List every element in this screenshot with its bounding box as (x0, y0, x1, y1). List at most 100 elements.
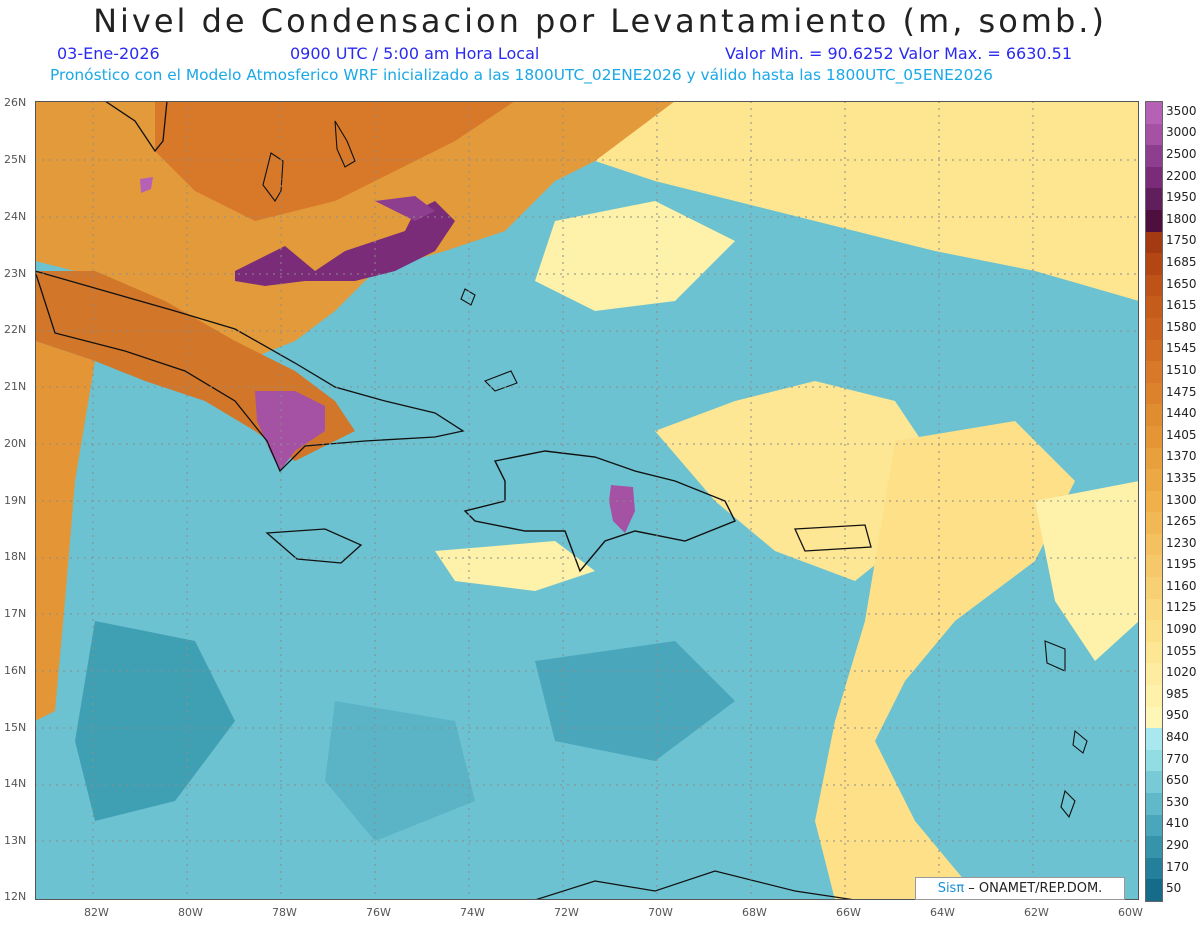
color-legend-label: 1265 (1166, 514, 1197, 529)
pi-symbol: π (956, 881, 965, 896)
color-legend-swatch (1146, 274, 1162, 297)
lat-label: 24N (4, 210, 27, 223)
lon-label: 62W (1024, 906, 1049, 919)
color-legend-swatch (1146, 793, 1162, 815)
lat-label: 26N (4, 96, 27, 109)
lat-label: 22N (4, 323, 27, 336)
color-legend-swatch (1146, 490, 1162, 513)
color-legend-label: 1125 (1166, 600, 1197, 615)
color-legend-label: 1440 (1166, 406, 1197, 421)
brand-text: Sis (937, 881, 957, 896)
color-legend-label: 290 (1166, 838, 1189, 852)
color-legend-label: 2200 (1166, 168, 1197, 183)
lat-label: 16N (4, 664, 27, 677)
color-legend-swatch (1146, 188, 1162, 210)
color-legend-label: 50 (1166, 881, 1182, 896)
lat-label: 18N (4, 550, 27, 563)
color-legend-swatch (1146, 231, 1162, 254)
color-legend-swatch (1146, 836, 1162, 858)
color-legend-label: 2500 (1166, 146, 1197, 161)
color-legend-swatch (1146, 382, 1162, 405)
lon-label: 72W (554, 906, 579, 919)
color-legend-label: 1335 (1166, 470, 1197, 485)
lat-label: 17N (4, 607, 27, 620)
color-legend-swatch (1146, 209, 1162, 232)
forecast-date: 03-Ene-2026 (57, 44, 160, 63)
color-legend-swatch (1146, 728, 1162, 750)
lon-label: 76W (366, 906, 391, 919)
color-legend-label: 1020 (1166, 665, 1197, 680)
color-legend-label: 3000 (1166, 125, 1197, 140)
credit-text: – ONAMET/REP.DOM. (964, 881, 1103, 896)
color-legend-label: 1685 (1166, 254, 1197, 269)
color-legend-swatch (1146, 404, 1162, 426)
color-legend-label: 1195 (1166, 557, 1197, 572)
color-legend-swatch (1146, 447, 1162, 470)
lat-label: 23N (4, 267, 27, 280)
color-legend-bar (1145, 101, 1163, 902)
lon-label: 68W (742, 906, 767, 919)
lat-label: 13N (4, 834, 27, 847)
color-legend-swatch (1146, 317, 1162, 340)
lon-label: 64W (930, 906, 955, 919)
lon-label: 80W (178, 906, 203, 919)
color-legend-swatch (1146, 706, 1162, 729)
color-legend-swatch (1146, 145, 1162, 167)
model-subtitle: Pronóstico con el Modelo Atmosferico WRF… (50, 66, 993, 84)
color-legend-label: 170 (1166, 859, 1189, 874)
min-max-values: Valor Min. = 90.6252 Valor Max. = 6630.5… (725, 44, 1073, 63)
color-legend-label: 1475 (1166, 384, 1197, 399)
color-legend-label: 3500 (1166, 103, 1197, 118)
lon-label: 66W (836, 906, 861, 919)
color-legend-label: 530 (1166, 794, 1189, 809)
lat-label: 21N (4, 380, 27, 393)
color-legend-swatch (1146, 620, 1162, 642)
forecast-time: 0900 UTC / 5:00 am Hora Local (290, 44, 540, 63)
color-legend-swatch (1146, 512, 1162, 534)
lcl-map (35, 101, 1139, 900)
lon-label: 82W (84, 906, 109, 919)
color-legend-label: 1750 (1166, 233, 1197, 248)
color-legend-label: 1510 (1166, 362, 1197, 377)
color-legend-label: 1580 (1166, 319, 1197, 334)
color-legend-label: 770 (1166, 751, 1189, 766)
color-legend-label: 1615 (1166, 298, 1197, 313)
color-legend-label: 985 (1166, 686, 1189, 701)
color-legend-swatch (1146, 469, 1162, 491)
color-legend-label: 1160 (1166, 578, 1197, 593)
color-legend-swatch (1146, 425, 1162, 448)
map-title: Nivel de Condensacion por Levantamiento … (93, 2, 1107, 40)
color-legend-swatch (1146, 555, 1162, 578)
color-legend-swatch (1146, 253, 1162, 275)
color-legend-label: 1800 (1166, 211, 1197, 226)
color-legend-swatch (1146, 166, 1162, 189)
color-legend-label: 650 (1166, 773, 1189, 788)
color-legend-swatch (1146, 598, 1162, 621)
color-legend-label: 1090 (1166, 622, 1197, 637)
color-legend-label: 1950 (1166, 190, 1197, 205)
color-legend-swatch (1146, 685, 1162, 707)
lon-label: 74W (460, 906, 485, 919)
color-legend-swatch (1146, 102, 1162, 124)
color-legend-label: 950 (1166, 708, 1189, 723)
lon-label: 60W (1118, 906, 1143, 919)
color-legend-swatch (1146, 533, 1162, 556)
color-legend-swatch (1146, 123, 1162, 146)
color-legend-swatch (1146, 879, 1162, 901)
color-legend-label: 1650 (1166, 276, 1197, 291)
map-canvas (35, 101, 1139, 900)
color-legend-label: 1055 (1166, 643, 1197, 658)
lat-label: 19N (4, 494, 27, 507)
color-legend-swatch (1146, 361, 1162, 383)
color-legend-label: 410 (1166, 816, 1189, 831)
credit-box: Sisπ – ONAMET/REP.DOM. (915, 877, 1125, 900)
color-legend-label: 1300 (1166, 492, 1197, 507)
lat-label: 12N (4, 890, 27, 903)
color-legend-label: 1405 (1166, 427, 1197, 442)
color-legend-swatch (1146, 577, 1162, 599)
color-legend-swatch (1146, 641, 1162, 664)
color-legend-swatch (1146, 857, 1162, 880)
color-legend-swatch (1146, 771, 1162, 793)
lon-label: 70W (648, 906, 673, 919)
color-legend-swatch (1146, 663, 1162, 686)
